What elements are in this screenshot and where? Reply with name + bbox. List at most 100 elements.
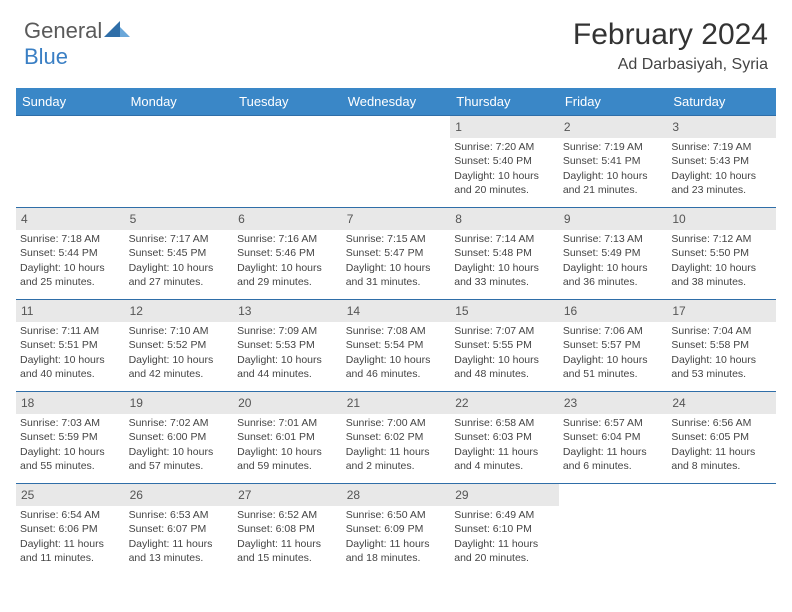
day-details: Sunrise: 7:20 AMSunset: 5:40 PMDaylight:… xyxy=(454,138,555,197)
brand-part2: Blue xyxy=(24,44,68,69)
col-header: Monday xyxy=(125,88,234,116)
brand-part2-wrap: Blue xyxy=(24,44,68,70)
daylight-text: Daylight: 10 hours and 38 minutes. xyxy=(671,261,772,289)
daylight-text: Daylight: 10 hours and 29 minutes. xyxy=(237,261,338,289)
sunrise-text: Sunrise: 7:10 AM xyxy=(129,324,230,338)
day-details: Sunrise: 7:15 AMSunset: 5:47 PMDaylight:… xyxy=(346,230,447,289)
day-details: Sunrise: 7:08 AMSunset: 5:54 PMDaylight:… xyxy=(346,322,447,381)
sunrise-text: Sunrise: 7:14 AM xyxy=(454,232,555,246)
sunset-text: Sunset: 6:03 PM xyxy=(454,430,555,444)
daylight-text: Daylight: 10 hours and 31 minutes. xyxy=(346,261,447,289)
header: General February 2024 Ad Darbasiyah, Syr… xyxy=(0,0,792,82)
day-number xyxy=(125,116,234,122)
calendar-cell: 17Sunrise: 7:04 AMSunset: 5:58 PMDayligh… xyxy=(667,300,776,392)
day-details: Sunrise: 6:53 AMSunset: 6:07 PMDaylight:… xyxy=(129,506,230,565)
day-details: Sunrise: 6:58 AMSunset: 6:03 PMDaylight:… xyxy=(454,414,555,473)
daylight-text: Daylight: 10 hours and 46 minutes. xyxy=(346,353,447,381)
day-number: 2 xyxy=(559,116,668,138)
day-details: Sunrise: 7:17 AMSunset: 5:45 PMDaylight:… xyxy=(129,230,230,289)
sunrise-text: Sunrise: 6:53 AM xyxy=(129,508,230,522)
calendar-cell: 1Sunrise: 7:20 AMSunset: 5:40 PMDaylight… xyxy=(450,116,559,208)
daylight-text: Daylight: 10 hours and 36 minutes. xyxy=(563,261,664,289)
calendar-cell: 10Sunrise: 7:12 AMSunset: 5:50 PMDayligh… xyxy=(667,208,776,300)
month-title: February 2024 xyxy=(573,18,768,52)
calendar-cell: 3Sunrise: 7:19 AMSunset: 5:43 PMDaylight… xyxy=(667,116,776,208)
calendar-cell: 20Sunrise: 7:01 AMSunset: 6:01 PMDayligh… xyxy=(233,392,342,484)
sunset-text: Sunset: 5:46 PM xyxy=(237,246,338,260)
day-number: 20 xyxy=(233,392,342,414)
calendar-cell: 15Sunrise: 7:07 AMSunset: 5:55 PMDayligh… xyxy=(450,300,559,392)
day-details: Sunrise: 7:19 AMSunset: 5:41 PMDaylight:… xyxy=(563,138,664,197)
day-number xyxy=(16,116,125,122)
sunset-text: Sunset: 6:00 PM xyxy=(129,430,230,444)
sunrise-text: Sunrise: 7:01 AM xyxy=(237,416,338,430)
day-details: Sunrise: 7:18 AMSunset: 5:44 PMDaylight:… xyxy=(20,230,121,289)
day-number: 24 xyxy=(667,392,776,414)
calendar-cell: 7Sunrise: 7:15 AMSunset: 5:47 PMDaylight… xyxy=(342,208,451,300)
calendar-cell: 12Sunrise: 7:10 AMSunset: 5:52 PMDayligh… xyxy=(125,300,234,392)
day-details: Sunrise: 7:14 AMSunset: 5:48 PMDaylight:… xyxy=(454,230,555,289)
daylight-text: Daylight: 10 hours and 51 minutes. xyxy=(563,353,664,381)
day-number: 19 xyxy=(125,392,234,414)
sunrise-text: Sunrise: 7:00 AM xyxy=(346,416,447,430)
col-header: Tuesday xyxy=(233,88,342,116)
daylight-text: Daylight: 10 hours and 27 minutes. xyxy=(129,261,230,289)
sunset-text: Sunset: 6:10 PM xyxy=(454,522,555,536)
day-details: Sunrise: 7:16 AMSunset: 5:46 PMDaylight:… xyxy=(237,230,338,289)
day-number: 28 xyxy=(342,484,451,506)
daylight-text: Daylight: 11 hours and 6 minutes. xyxy=(563,445,664,473)
sunrise-text: Sunrise: 6:58 AM xyxy=(454,416,555,430)
calendar-cell: 4Sunrise: 7:18 AMSunset: 5:44 PMDaylight… xyxy=(16,208,125,300)
daylight-text: Daylight: 10 hours and 25 minutes. xyxy=(20,261,121,289)
day-details: Sunrise: 7:12 AMSunset: 5:50 PMDaylight:… xyxy=(671,230,772,289)
sunrise-text: Sunrise: 7:11 AM xyxy=(20,324,121,338)
day-details: Sunrise: 7:09 AMSunset: 5:53 PMDaylight:… xyxy=(237,322,338,381)
sunrise-text: Sunrise: 7:15 AM xyxy=(346,232,447,246)
sunset-text: Sunset: 5:59 PM xyxy=(20,430,121,444)
day-number: 22 xyxy=(450,392,559,414)
calendar-cell: 6Sunrise: 7:16 AMSunset: 5:46 PMDaylight… xyxy=(233,208,342,300)
daylight-text: Daylight: 11 hours and 8 minutes. xyxy=(671,445,772,473)
sunrise-text: Sunrise: 6:52 AM xyxy=(237,508,338,522)
daylight-text: Daylight: 10 hours and 48 minutes. xyxy=(454,353,555,381)
daylight-text: Daylight: 11 hours and 2 minutes. xyxy=(346,445,447,473)
day-number: 11 xyxy=(16,300,125,322)
sunset-text: Sunset: 5:47 PM xyxy=(346,246,447,260)
calendar-cell: 5Sunrise: 7:17 AMSunset: 5:45 PMDaylight… xyxy=(125,208,234,300)
sunset-text: Sunset: 5:41 PM xyxy=(563,154,664,168)
col-header: Friday xyxy=(559,88,668,116)
day-details: Sunrise: 7:04 AMSunset: 5:58 PMDaylight:… xyxy=(671,322,772,381)
day-details: Sunrise: 6:49 AMSunset: 6:10 PMDaylight:… xyxy=(454,506,555,565)
calendar-cell xyxy=(559,484,668,576)
sunset-text: Sunset: 5:49 PM xyxy=(563,246,664,260)
calendar-row: 18Sunrise: 7:03 AMSunset: 5:59 PMDayligh… xyxy=(16,392,776,484)
day-details: Sunrise: 6:54 AMSunset: 6:06 PMDaylight:… xyxy=(20,506,121,565)
sunset-text: Sunset: 5:57 PM xyxy=(563,338,664,352)
daylight-text: Daylight: 10 hours and 42 minutes. xyxy=(129,353,230,381)
day-details: Sunrise: 7:01 AMSunset: 6:01 PMDaylight:… xyxy=(237,414,338,473)
brand-triangle-icon xyxy=(104,19,130,44)
calendar-cell xyxy=(342,116,451,208)
calendar-cell xyxy=(667,484,776,576)
day-details: Sunrise: 7:06 AMSunset: 5:57 PMDaylight:… xyxy=(563,322,664,381)
day-details: Sunrise: 7:13 AMSunset: 5:49 PMDaylight:… xyxy=(563,230,664,289)
calendar-body: 1Sunrise: 7:20 AMSunset: 5:40 PMDaylight… xyxy=(16,116,776,576)
day-number: 21 xyxy=(342,392,451,414)
sunset-text: Sunset: 5:43 PM xyxy=(671,154,772,168)
day-number: 23 xyxy=(559,392,668,414)
sunset-text: Sunset: 6:06 PM xyxy=(20,522,121,536)
sunset-text: Sunset: 6:09 PM xyxy=(346,522,447,536)
calendar-row: 4Sunrise: 7:18 AMSunset: 5:44 PMDaylight… xyxy=(16,208,776,300)
location: Ad Darbasiyah, Syria xyxy=(573,56,768,74)
sunrise-text: Sunrise: 7:03 AM xyxy=(20,416,121,430)
col-header: Thursday xyxy=(450,88,559,116)
day-number: 18 xyxy=(16,392,125,414)
day-number: 26 xyxy=(125,484,234,506)
day-number: 14 xyxy=(342,300,451,322)
day-number: 27 xyxy=(233,484,342,506)
daylight-text: Daylight: 10 hours and 53 minutes. xyxy=(671,353,772,381)
day-details: Sunrise: 7:03 AMSunset: 5:59 PMDaylight:… xyxy=(20,414,121,473)
calendar-cell: 16Sunrise: 7:06 AMSunset: 5:57 PMDayligh… xyxy=(559,300,668,392)
sunrise-text: Sunrise: 7:16 AM xyxy=(237,232,338,246)
calendar-cell: 24Sunrise: 6:56 AMSunset: 6:05 PMDayligh… xyxy=(667,392,776,484)
